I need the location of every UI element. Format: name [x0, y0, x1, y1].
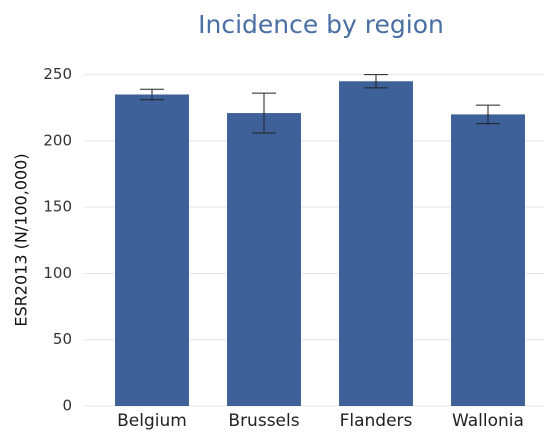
y-axis-label: ESR2013 (N/100,000)	[12, 153, 31, 326]
y-tick-label: 150	[43, 198, 72, 216]
error-bar	[140, 88, 164, 101]
error-bar	[252, 92, 276, 134]
y-tick-label: 0	[62, 397, 72, 415]
y-tick-label: 100	[43, 264, 72, 282]
bar	[227, 113, 301, 407]
y-tick-label: 250	[43, 65, 72, 83]
x-tick-label: Belgium	[117, 411, 187, 431]
y-tick-label: 200	[43, 131, 72, 149]
x-tick-label: Brussels	[228, 411, 299, 431]
x-tick-label: Wallonia	[452, 411, 524, 431]
bar	[339, 81, 413, 406]
x-tick-label: Flanders	[340, 411, 413, 431]
error-bar	[476, 104, 500, 125]
y-tick-label: 50	[53, 330, 72, 348]
chart-title: Incidence by region	[198, 10, 444, 39]
bar	[115, 94, 189, 407]
error-bar	[364, 74, 388, 89]
bar	[451, 114, 525, 407]
